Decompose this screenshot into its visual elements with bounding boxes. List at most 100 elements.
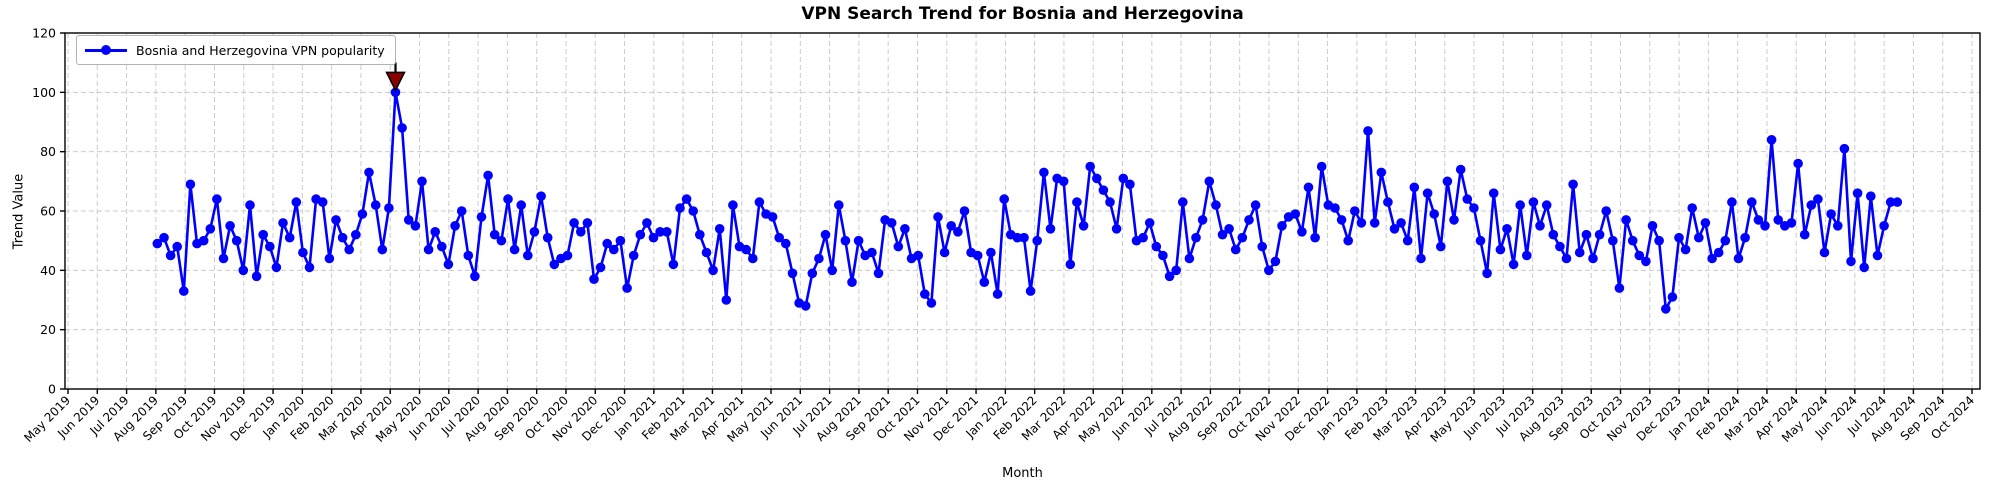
data-point: [748, 253, 758, 264]
data-point: [165, 250, 176, 261]
data-point: [1138, 232, 1148, 243]
x-axis-label: Month: [1002, 466, 1043, 481]
data-point: [1760, 221, 1770, 231]
data-point: [972, 250, 983, 261]
legend: Bosnia and Herzegovina VPN popularity: [76, 35, 396, 65]
data-point: [820, 229, 831, 240]
data-point: [212, 194, 222, 204]
data-point: [1184, 253, 1195, 264]
data-point: [1105, 197, 1115, 207]
data-point: [179, 286, 189, 296]
data-point: [364, 167, 374, 178]
data-point: [258, 229, 269, 240]
data-point: [265, 241, 275, 252]
data-point: [1522, 250, 1532, 261]
data-point: [470, 271, 480, 282]
data-point: [1833, 221, 1843, 231]
data-point: [443, 259, 454, 270]
data-point: [1819, 247, 1830, 258]
data-point: [602, 238, 612, 249]
data-point: [953, 227, 963, 237]
data-point: [615, 235, 626, 246]
data-point: [1747, 197, 1757, 207]
data-point: [1012, 232, 1023, 243]
data-point: [430, 227, 441, 237]
data-point: [410, 221, 421, 231]
data-point: [1125, 179, 1135, 190]
data-point: [1092, 173, 1102, 184]
data-point: [1786, 218, 1797, 228]
data-point: [291, 197, 302, 207]
data-point: [218, 253, 229, 264]
data-point: [1422, 188, 1433, 198]
peak-annotation-triangle-icon: [385, 71, 406, 93]
data-point: [1376, 167, 1387, 178]
data-point: [939, 247, 950, 258]
data-point: [1402, 235, 1413, 246]
data-point: [159, 232, 169, 243]
data-point: [1303, 182, 1314, 193]
data-point: [992, 289, 1003, 299]
data-point: [317, 197, 328, 207]
data-point: [1217, 229, 1228, 240]
data-point: [1555, 241, 1565, 252]
data-point: [1581, 229, 1592, 240]
data-point: [1058, 176, 1069, 187]
data-point: [1548, 229, 1559, 240]
data-point: [1025, 286, 1036, 296]
data-point: [390, 87, 401, 98]
data-point: [1416, 253, 1426, 264]
data-point: [814, 253, 824, 264]
data-point: [489, 229, 500, 240]
data-point: [1713, 247, 1724, 258]
data-point: [549, 259, 560, 270]
data-point: [1707, 253, 1717, 264]
data-point: [417, 176, 427, 187]
data-point: [1541, 200, 1552, 210]
data-point: [913, 250, 923, 261]
data-point: [675, 203, 685, 213]
data-point: [1197, 215, 1208, 225]
data-point: [1608, 235, 1618, 246]
data-point: [225, 221, 235, 231]
data-point: [1369, 218, 1380, 228]
data-point: [344, 244, 355, 255]
y-tick-label: 100: [32, 85, 56, 100]
data-point: [456, 206, 467, 216]
data-point: [1561, 253, 1572, 264]
data-point: [1667, 292, 1678, 302]
data-point: [1535, 221, 1545, 231]
data-point: [781, 238, 791, 249]
data-point: [198, 235, 209, 246]
data-point: [1488, 188, 1499, 198]
data-point: [397, 123, 407, 133]
data-point: [595, 262, 606, 273]
data-point: [774, 232, 784, 243]
data-point: [834, 200, 844, 210]
data-point: [1310, 232, 1320, 243]
data-point: [1211, 200, 1221, 210]
data-point: [271, 262, 282, 273]
y-tick-label: 20: [40, 322, 56, 337]
y-tick-label: 80: [40, 144, 56, 159]
data-point: [1614, 283, 1625, 293]
data-point: [437, 241, 447, 252]
data-point: [337, 232, 348, 243]
data-point: [1244, 215, 1254, 225]
y-tick-label: 40: [40, 263, 56, 278]
data-point: [1627, 235, 1638, 246]
data-point: [1350, 206, 1360, 216]
data-point: [1647, 221, 1658, 231]
data-point: [642, 218, 652, 228]
data-point: [1892, 197, 1903, 207]
data-point: [529, 227, 540, 237]
y-axis-label: Trend Value: [11, 173, 27, 250]
data-point: [1502, 224, 1512, 234]
data-point: [1720, 235, 1731, 246]
data-point: [728, 200, 738, 210]
data-point: [1727, 197, 1737, 207]
data-point: [324, 253, 335, 264]
data-point: [1634, 250, 1645, 261]
data-point: [873, 268, 884, 279]
